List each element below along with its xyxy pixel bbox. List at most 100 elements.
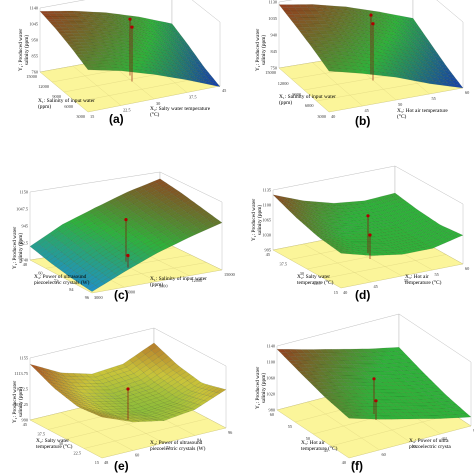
x-tick-label: 15 [95, 460, 99, 465]
surface-cell [209, 392, 221, 398]
y-tick-label: 40 [331, 114, 335, 119]
x-tick-label: 12000 [278, 81, 289, 86]
design-point-marker [369, 13, 373, 17]
x-tick-label: 9000 [292, 92, 301, 97]
y-axis-label: X₃: Hot air temperature [397, 108, 448, 114]
y-tick-label: 40 [343, 290, 347, 295]
x-tick-label: 6000 [64, 104, 73, 109]
x-axis-label: (ppm) [38, 103, 51, 110]
z-tick-label: 995 [265, 248, 271, 253]
y-axis-label: (°C) [397, 113, 407, 120]
x-axis-label: X₃: Hot air [301, 440, 325, 446]
x-tick-label: 96 [85, 295, 90, 300]
z-tick-label: 1130 [269, 0, 277, 5]
z-tick-label: 980 [269, 408, 275, 413]
y-tick-label: 12000 [192, 278, 203, 283]
design-point-marker [372, 377, 376, 381]
y-axis-label: (ppm) [150, 281, 163, 288]
z-tick-label: 945 [22, 224, 28, 229]
x-tick-label: 72 [54, 279, 58, 284]
y-tick-label: 72 [412, 444, 416, 449]
x-axis-label: piezoelectric crystals (W) [34, 279, 90, 286]
z-axis-label: salinity (ppm) [23, 35, 30, 66]
y-tick-label: 60 [465, 266, 469, 271]
surface-cell [385, 252, 397, 256]
y-tick-label: 48 [351, 460, 355, 465]
z-tick-label: 750 [271, 66, 277, 71]
z-tick-label: 1065 [262, 218, 271, 223]
surface-panel-f: 114011001060102098060555045404860728496Y… [237, 313, 474, 474]
z-axis-label: Y₁: Produced water [255, 367, 261, 410]
surface-cell [210, 82, 221, 87]
z-tick-label: 950 [32, 38, 38, 43]
z-tick-label: 1047.5 [16, 207, 28, 212]
surface-panel-c: 1150 1047.5 945 842.5 740 48 60 72 84 96 3000 6000 9… [0, 158, 237, 316]
floor-gridline [83, 418, 209, 449]
x-tick-label: 15 [334, 290, 338, 295]
design-point-marker [366, 214, 370, 218]
surface-cell [197, 400, 208, 406]
y-tick-label: 84 [443, 436, 448, 441]
z-tick-label: 760 [32, 70, 38, 75]
y-axis-label: X₂: Salty water temperature [150, 106, 211, 112]
surface-cell [367, 252, 378, 256]
z-tick-label: 990 [22, 418, 28, 423]
y-tick-label: 55 [435, 272, 439, 277]
x-axis-label: X₂: Salty water [297, 274, 330, 280]
z-tick-label: 1035 [268, 16, 277, 21]
x-tick-label: 15000 [265, 70, 276, 75]
y-tick-label: 60 [135, 453, 139, 458]
z-tick-label: 1020 [266, 392, 275, 397]
z-axis-label: salinity (ppm) [17, 387, 24, 418]
y-axis-label: temperature (°C) [405, 279, 442, 286]
y-tick-label: 9000 [159, 284, 168, 289]
surface-cell [436, 415, 447, 419]
surface-cell [447, 236, 458, 241]
x-tick-label: 40 [342, 460, 346, 465]
z-tick-label: 1155 [20, 356, 28, 361]
surface-panel-b: 1130 1035 940 845 750 15000 12000 9000 6000 3000 4… [237, 0, 474, 158]
y-tick-label: 37.5 [189, 95, 197, 100]
y-axis-label: X₁: Salinity of input water [150, 275, 207, 282]
x-tick-label: 45 [324, 448, 328, 453]
floor-gridline [75, 76, 209, 103]
x-tick-label: 60 [270, 412, 274, 417]
panel-label-f: (f) [351, 459, 363, 473]
surface-cell [203, 396, 214, 402]
surface-cell [373, 252, 385, 256]
surface-cell [147, 419, 158, 422]
surface-cell [178, 410, 190, 415]
x-tick-label: 45 [23, 422, 27, 427]
design-point-marker [368, 233, 372, 237]
x-tick-label: 84 [69, 287, 74, 292]
surface-cell [393, 415, 405, 420]
z-tick-label: 1030 [262, 233, 271, 238]
x-tick-label: 3000 [317, 114, 326, 119]
surface-cell [453, 83, 464, 89]
response-surface [29, 342, 227, 423]
z-axis-label: salinity (ppm) [260, 35, 267, 66]
z-axis-label: salinity (ppm) [256, 205, 263, 236]
z-tick-label: 1100 [267, 360, 275, 365]
x-tick-label: 9000 [52, 94, 61, 99]
x-tick-label: 45 [266, 252, 270, 257]
design-point-marker [371, 22, 375, 26]
floor-gridline [330, 413, 454, 447]
response-surface [276, 347, 472, 420]
design-point-marker [124, 217, 128, 222]
z-axis-label: Y₁: Produced water [18, 29, 24, 72]
z-tick-label: 1140 [30, 6, 38, 11]
z-tick-label: 1045 [29, 22, 38, 27]
surface-cell [184, 408, 196, 412]
surface-cell [434, 241, 445, 246]
surface-cell [416, 247, 427, 251]
y-tick-label: 15 [90, 114, 94, 119]
panel-label-d: (d) [355, 288, 371, 302]
response-surface [272, 192, 464, 256]
surface-cell [215, 388, 227, 394]
surface-cell [129, 420, 140, 423]
z-tick-label: 1113.75 [14, 371, 28, 376]
x-tick-label: 48 [23, 262, 27, 267]
